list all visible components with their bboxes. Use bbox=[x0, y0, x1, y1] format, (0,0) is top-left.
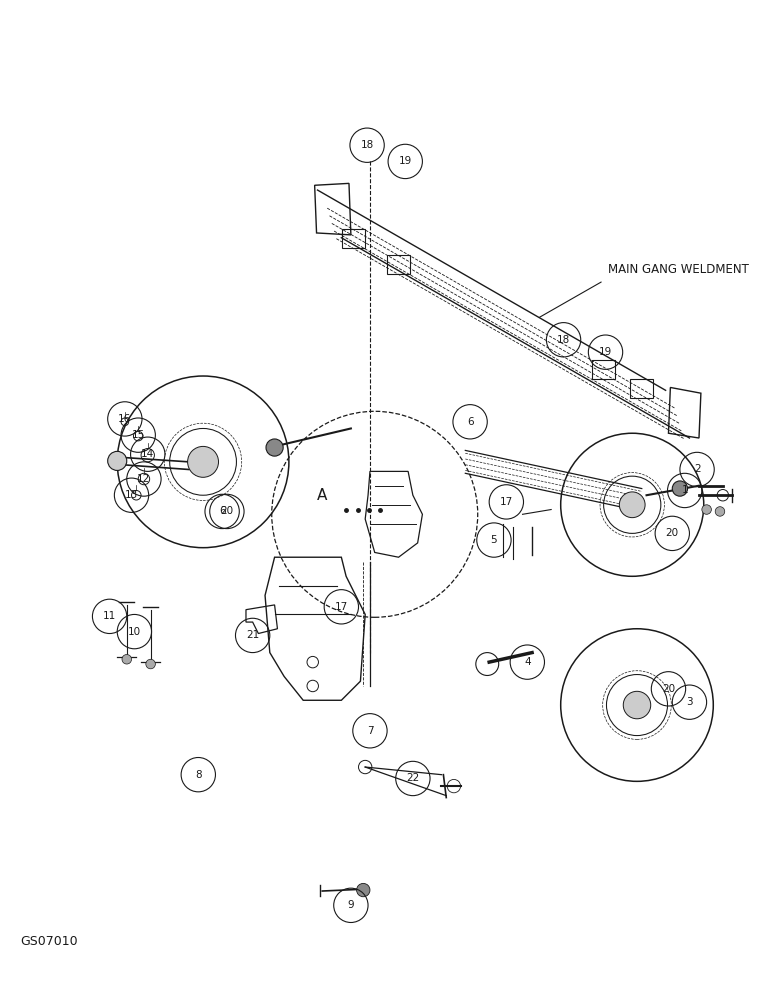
Text: 19: 19 bbox=[599, 347, 612, 357]
Text: 15: 15 bbox=[132, 430, 145, 440]
Text: 20: 20 bbox=[662, 684, 675, 694]
Text: 4: 4 bbox=[524, 657, 531, 667]
Text: 21: 21 bbox=[246, 630, 259, 640]
Circle shape bbox=[623, 691, 651, 719]
Text: 9: 9 bbox=[348, 900, 354, 910]
Text: 18: 18 bbox=[361, 140, 374, 150]
Text: 17: 17 bbox=[334, 602, 348, 612]
Bar bbox=[592, 360, 615, 379]
Text: 18: 18 bbox=[557, 335, 570, 345]
Text: 6: 6 bbox=[219, 506, 226, 516]
Text: GS07010: GS07010 bbox=[20, 935, 78, 948]
Text: 11: 11 bbox=[103, 611, 116, 621]
Text: 13: 13 bbox=[125, 490, 138, 500]
Bar bbox=[387, 255, 410, 274]
Text: 14: 14 bbox=[141, 449, 154, 459]
Text: 3: 3 bbox=[686, 697, 693, 707]
Circle shape bbox=[146, 659, 155, 669]
Text: 19: 19 bbox=[399, 156, 412, 166]
Text: 5: 5 bbox=[490, 535, 497, 545]
Text: 6: 6 bbox=[467, 417, 473, 427]
Circle shape bbox=[122, 655, 131, 664]
Text: A: A bbox=[317, 488, 327, 503]
Text: 16: 16 bbox=[118, 414, 131, 424]
Text: 12: 12 bbox=[137, 474, 151, 484]
Text: 22: 22 bbox=[407, 773, 420, 783]
Text: 17: 17 bbox=[500, 497, 513, 507]
Bar bbox=[342, 229, 365, 248]
Text: 7: 7 bbox=[366, 726, 373, 736]
Text: 2: 2 bbox=[694, 464, 701, 474]
Circle shape bbox=[188, 446, 219, 477]
Circle shape bbox=[266, 439, 283, 456]
Circle shape bbox=[357, 883, 370, 897]
Text: 20: 20 bbox=[666, 528, 679, 538]
Text: 1: 1 bbox=[681, 485, 688, 495]
Circle shape bbox=[672, 481, 688, 496]
Circle shape bbox=[619, 492, 645, 518]
Text: MAIN GANG WELDMENT: MAIN GANG WELDMENT bbox=[608, 263, 750, 276]
Text: 20: 20 bbox=[220, 506, 234, 516]
Text: 8: 8 bbox=[195, 770, 202, 780]
Circle shape bbox=[702, 505, 712, 514]
Circle shape bbox=[715, 507, 725, 516]
Circle shape bbox=[108, 451, 126, 470]
Text: 10: 10 bbox=[128, 627, 141, 637]
Bar bbox=[630, 379, 653, 398]
